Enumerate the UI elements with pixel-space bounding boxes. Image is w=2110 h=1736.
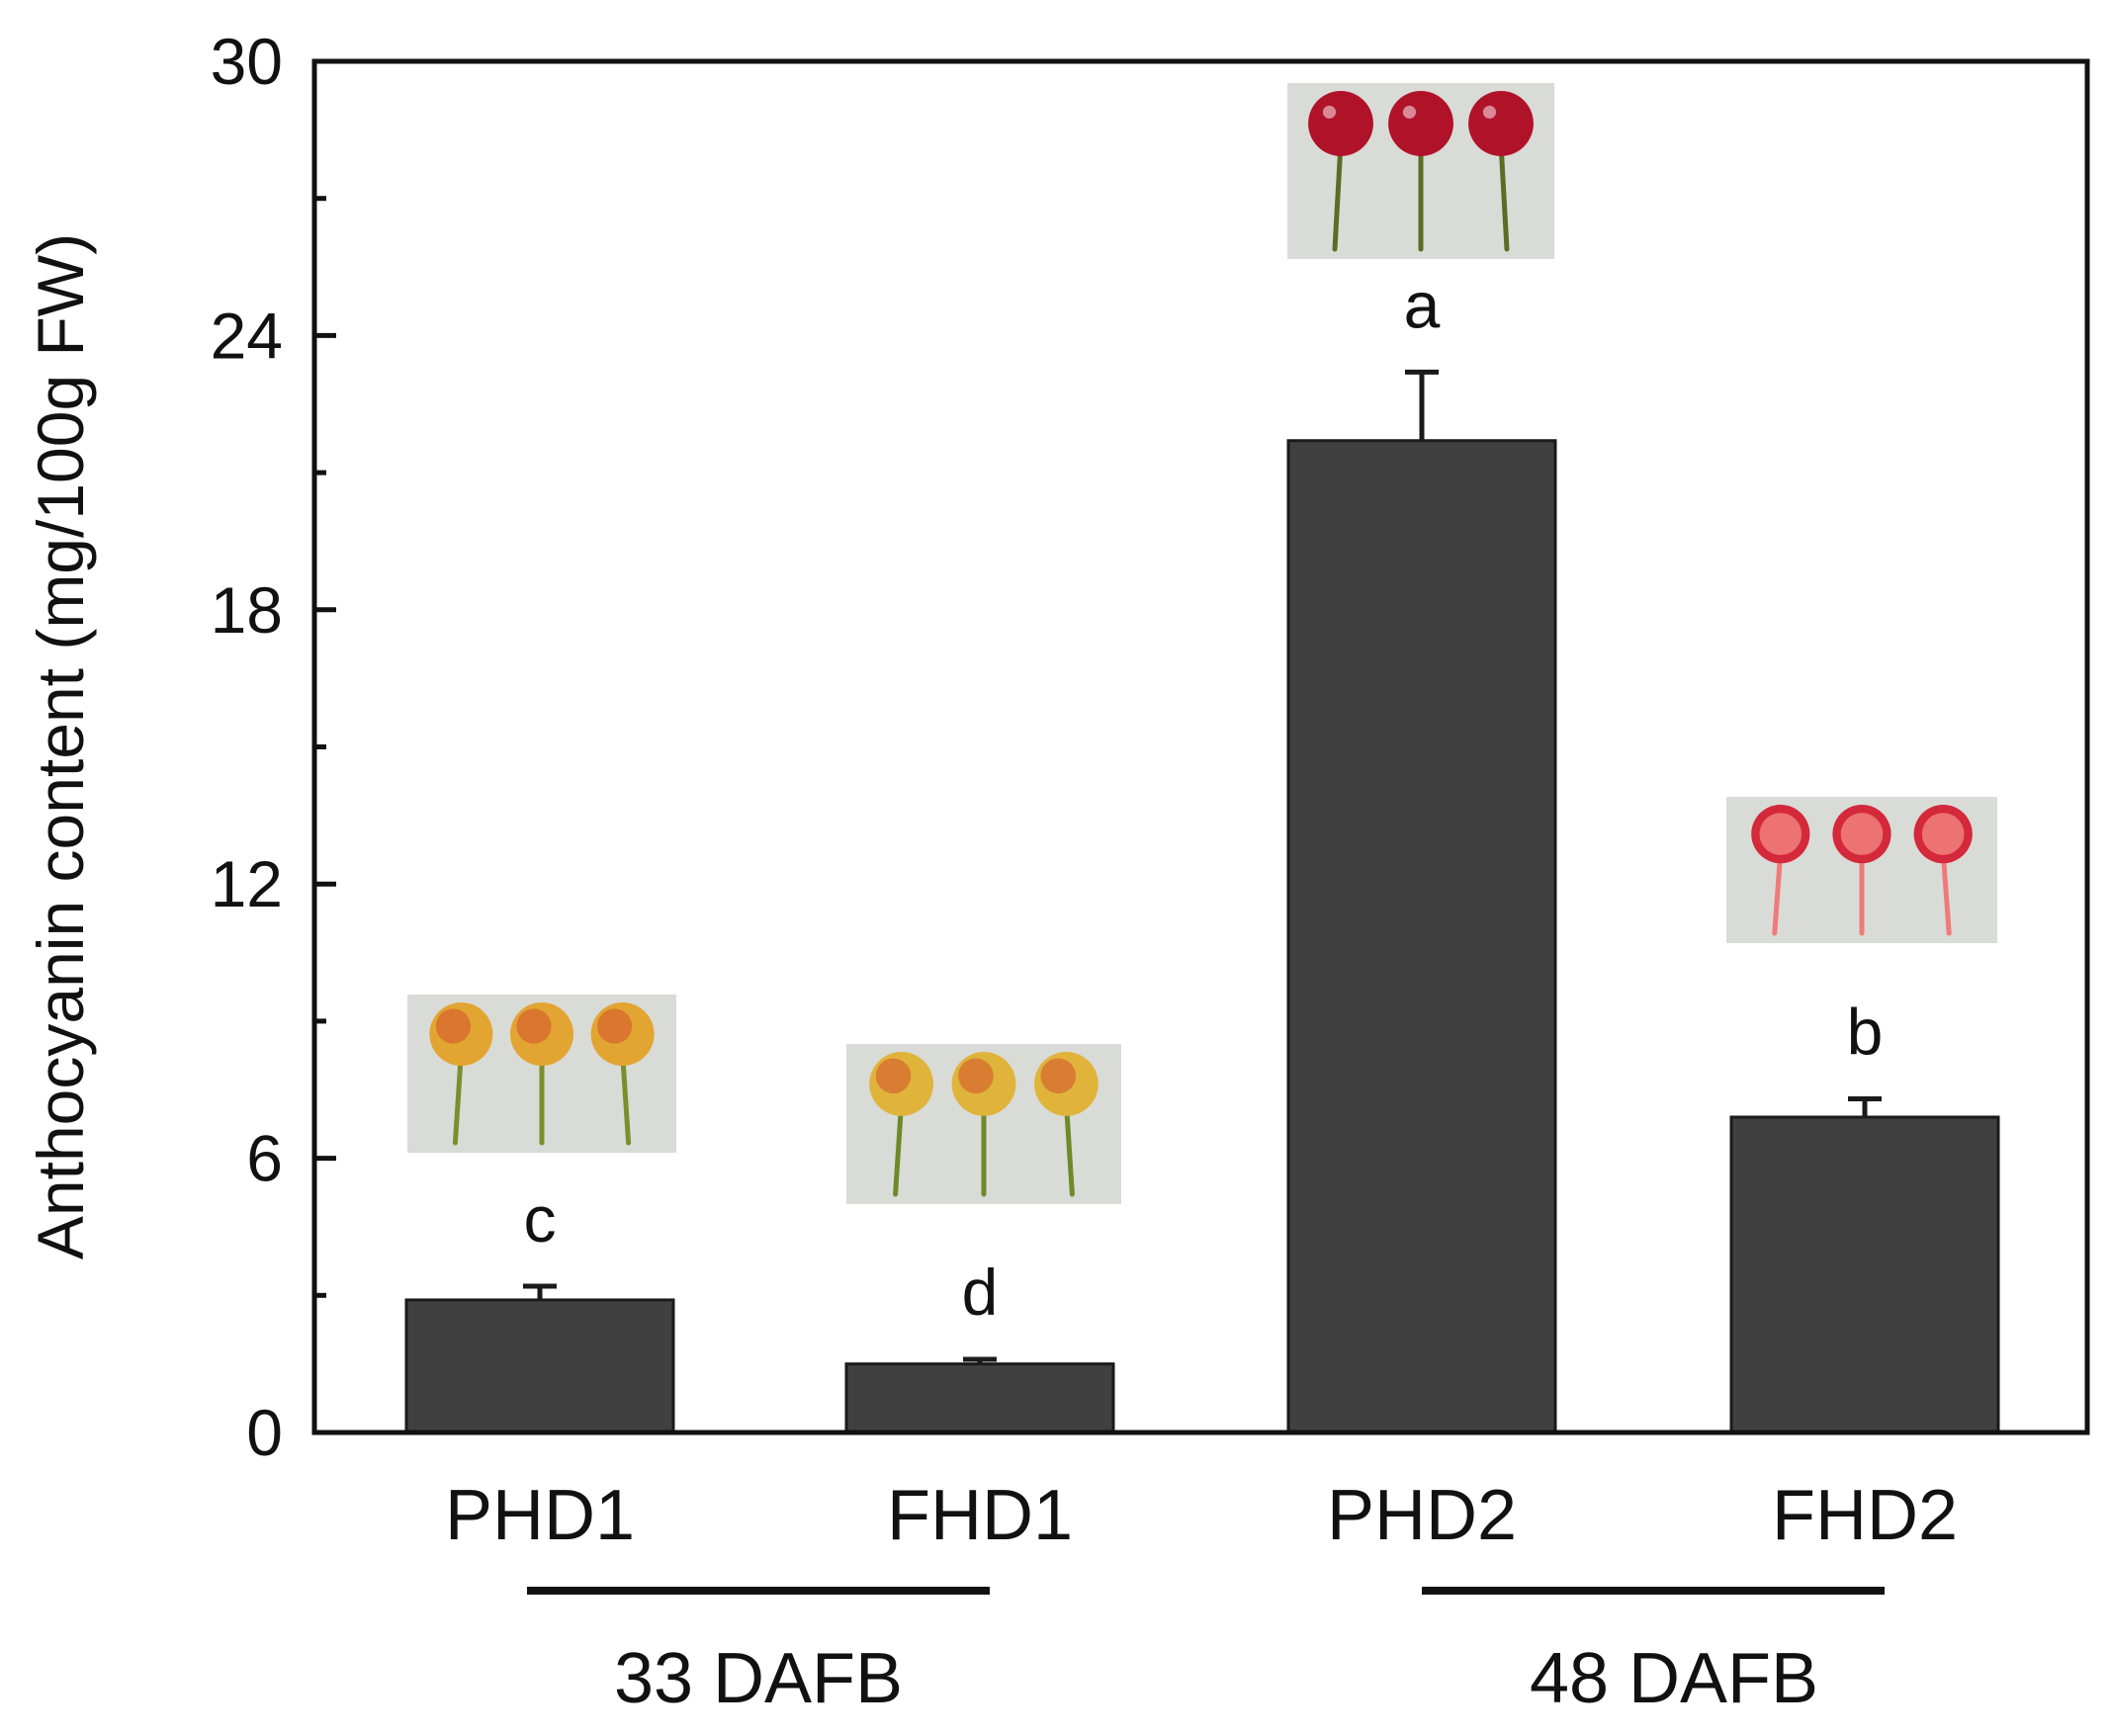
cherry-stem <box>1772 848 1784 936</box>
category-label: FHD2 <box>1772 1476 1958 1555</box>
significance-letter: b <box>1847 995 1884 1068</box>
cherry-stem <box>893 1100 905 1197</box>
y-tick-label: 24 <box>211 299 283 372</box>
cherry-blush <box>516 1008 552 1044</box>
fruit-photo-fhd1-icon <box>846 1044 1121 1204</box>
cherry-stem <box>1063 1100 1075 1197</box>
cherry-stem <box>620 1050 632 1146</box>
group-label: 33 DAFB <box>614 1639 903 1718</box>
y-tick-label: 6 <box>246 1122 283 1195</box>
cherry-highlight <box>1482 105 1497 119</box>
group-labels: 33 DAFB 48 DAFB <box>527 1587 1885 1718</box>
cherry-blush <box>875 1058 912 1094</box>
cherry-flesh <box>1840 813 1884 855</box>
cherry-stem <box>452 1050 464 1146</box>
cherry-fruit <box>1388 91 1453 156</box>
bar-fhd1 <box>844 1362 1115 1434</box>
fruit-photo-phd2-icon <box>1287 83 1554 259</box>
y-axis: 0 6 12 18 24 30 <box>211 25 336 1469</box>
group-label: 48 DAFB <box>1530 1639 1818 1718</box>
fruit-photos <box>407 83 1997 1204</box>
y-tick-label: 0 <box>246 1396 283 1469</box>
fruit-photo-phd1-icon <box>407 995 676 1153</box>
cherry-blush <box>597 1008 633 1044</box>
bar-fhd2 <box>1729 1115 2000 1434</box>
category-label: FHD1 <box>887 1476 1073 1555</box>
y-tick-label: 30 <box>211 25 283 98</box>
cherry-blush <box>1040 1058 1077 1094</box>
significance-letter: c <box>524 1182 557 1256</box>
cherry-highlight <box>1322 105 1337 119</box>
cherry-stem <box>1498 140 1510 252</box>
error-bars <box>523 369 1882 1364</box>
category-labels: PHD1 FHD1 PHD2 FHD2 <box>445 1476 1958 1555</box>
significance-letter: a <box>1404 268 1441 341</box>
cherry-blush <box>958 1058 994 1094</box>
cherry-fruit <box>1468 91 1534 156</box>
cherry-stem <box>1940 848 1952 936</box>
cherry-fruit <box>1308 91 1373 156</box>
cherry-highlight <box>1402 105 1417 119</box>
cherry-stem <box>1332 140 1344 252</box>
significance-letters: c d a b <box>524 268 1884 1329</box>
bar-phd2 <box>1286 439 1557 1434</box>
cherry-blush <box>435 1008 471 1044</box>
category-label: PHD2 <box>1327 1476 1517 1555</box>
cherry-flesh <box>1759 813 1802 855</box>
significance-letter: d <box>962 1256 999 1329</box>
bar-phd1 <box>404 1298 675 1434</box>
bars <box>404 439 2000 1434</box>
fruit-photo-fhd2-icon <box>1726 797 1997 943</box>
category-label: PHD1 <box>445 1476 635 1555</box>
y-tick-label: 12 <box>211 847 283 920</box>
y-axis-title: Anthocyanin content (mg/100g FW) <box>24 233 97 1259</box>
cherry-flesh <box>1921 813 1965 855</box>
y-tick-label: 18 <box>211 573 283 647</box>
